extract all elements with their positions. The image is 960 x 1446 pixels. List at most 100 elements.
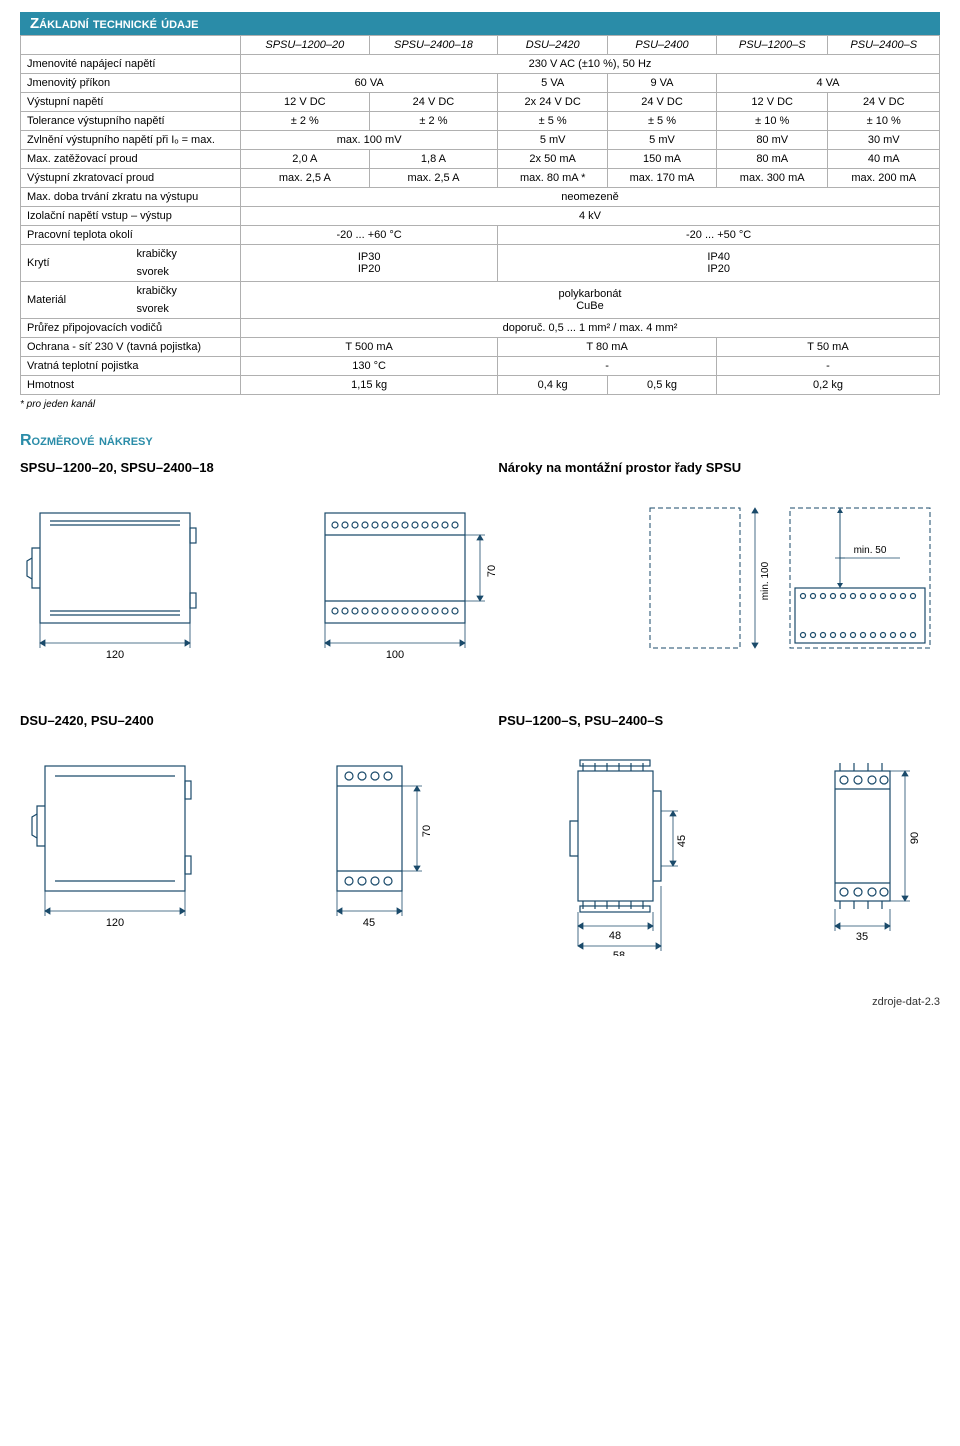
- drawing-row-2-titles: DSU–2420, PSU–2400 PSU–1200–S, PSU–2400–…: [20, 713, 940, 748]
- c1: ± 2 %: [241, 112, 370, 131]
- c1: max. 2,5 A: [241, 169, 370, 188]
- c6: 30 mV: [828, 131, 940, 150]
- row-ripple: Zvlnění výstupního napětí při Iₒ = max. …: [21, 131, 940, 150]
- c4: 24 V DC: [608, 93, 717, 112]
- group1-right-title: Nároky na montážní prostor řady SPSU: [498, 460, 940, 475]
- row-weight: Hmotnost 1,15 kg 0,4 kg 0,5 kg 0,2 kg: [21, 376, 940, 395]
- dim-45b: 45: [676, 835, 688, 847]
- section-dim-title: Rozměrové nákresy: [20, 432, 940, 450]
- row-material: Materiál krabičky svorek polykarbonát Cu…: [21, 282, 940, 319]
- c1: 12 V DC: [241, 93, 370, 112]
- c4: 150 mA: [608, 150, 717, 169]
- ip-label: Krytí: [21, 245, 131, 281]
- c12: 60 VA: [241, 74, 498, 93]
- dsu-front-drawing: 70 45: [317, 756, 447, 936]
- group1-title: SPSU–1200–20, SPSU–2400–18: [20, 460, 462, 475]
- dim-70b: 70: [421, 825, 433, 837]
- mat-b: CuBe: [241, 300, 939, 312]
- row-tolerance: Tolerance výstupního napětí ± 2 % ± 2 % …: [21, 112, 940, 131]
- model-6: PSU–2400–S: [828, 36, 940, 55]
- c3: 5 mV: [498, 131, 608, 150]
- dim-min100: min. 100: [760, 561, 771, 600]
- value: doporuč. 0,5 ... 1 mm² / max. 4 mm²: [241, 319, 940, 338]
- psus-side-drawing: 45 48 58: [553, 756, 703, 956]
- c12: IP30 IP20: [241, 245, 498, 282]
- value: 230 V AC (±10 %), 50 Hz: [241, 55, 940, 74]
- model-2: SPSU–2400–18: [369, 36, 498, 55]
- drawing-row-1-figs: 120: [20, 503, 940, 673]
- row-isolation: Izolační napětí vstup – výstup 4 kV: [21, 207, 940, 226]
- c12: max. 100 mV: [241, 131, 498, 150]
- c4: ± 5 %: [608, 112, 717, 131]
- mat-a: polykarbonát: [241, 288, 939, 300]
- c1: 2,0 A: [241, 150, 370, 169]
- label: Izolační napětí vstup – výstup: [21, 207, 241, 226]
- c3: 0,4 kg: [498, 376, 608, 395]
- c4: 9 VA: [608, 74, 717, 93]
- c3456: IP40 IP20: [498, 245, 940, 282]
- label: Zvlnění výstupního napětí při Iₒ = max.: [21, 131, 241, 150]
- c3456: -20 ... +50 °C: [498, 226, 940, 245]
- row-power: Jmenovitý příkon 60 VA 5 VA 9 VA 4 VA: [21, 74, 940, 93]
- dim-70: 70: [486, 565, 498, 577]
- row-max-load: Max. zatěžovací proud 2,0 A 1,8 A 2x 50 …: [21, 150, 940, 169]
- spec-table: SPSU–1200–20 SPSU–2400–18 DSU–2420 PSU–2…: [20, 35, 940, 395]
- section-tech-data-title: Základní technické údaje: [20, 12, 940, 35]
- c34: T 80 mA: [498, 338, 717, 357]
- row-wire: Průřez připojovacích vodičů doporuč. 0,5…: [21, 319, 940, 338]
- label: Hmotnost: [21, 376, 241, 395]
- c34: -: [498, 357, 717, 376]
- c2: 24 V DC: [369, 93, 498, 112]
- dim-48: 48: [609, 930, 621, 942]
- label: Pracovní teplota okolí: [21, 226, 241, 245]
- dim-120: 120: [106, 649, 124, 661]
- dim-120b: 120: [106, 917, 124, 929]
- row-thermal: Vratná teplotní pojistka 130 °C - -: [21, 357, 940, 376]
- model-1: SPSU–1200–20: [241, 36, 370, 55]
- mat-sub1: krabičky: [131, 282, 241, 300]
- c56: 4 VA: [716, 74, 939, 93]
- c56: -: [716, 357, 939, 376]
- group2-left-title: DSU–2420, PSU–2400: [20, 713, 462, 728]
- footnote: * pro jeden kanál: [20, 399, 940, 410]
- spsu-mounting-drawing: min. 100 min. 50: [640, 503, 940, 673]
- mat-sub2: svorek: [131, 300, 241, 318]
- model-5: PSU–1200–S: [716, 36, 828, 55]
- c12: T 500 mA: [241, 338, 498, 357]
- psus-front-drawing: 90 35: [810, 756, 940, 956]
- c6: 40 mA: [828, 150, 940, 169]
- label: Ochrana - síť 230 V (tavná pojistka): [21, 338, 241, 357]
- label: Vratná teplotní pojistka: [21, 357, 241, 376]
- c12: -20 ... +60 °C: [241, 226, 498, 245]
- value: 4 kV: [241, 207, 940, 226]
- c6: 24 V DC: [828, 93, 940, 112]
- c5: ± 10 %: [716, 112, 828, 131]
- header-empty: [21, 36, 241, 55]
- c5: 80 mV: [716, 131, 828, 150]
- row-short-current: Výstupní zkratovací proud max. 2,5 A max…: [21, 169, 940, 188]
- drawing-row-2-figs: 120 70: [20, 756, 940, 956]
- c3: max. 80 mA *: [498, 169, 608, 188]
- drawing-row-1: SPSU–1200–20, SPSU–2400–18 Nároky na mon…: [20, 460, 940, 495]
- dim-90: 90: [909, 832, 921, 844]
- c56: 0,2 kg: [716, 376, 939, 395]
- label: Max. zatěžovací proud: [21, 150, 241, 169]
- c3: ± 5 %: [498, 112, 608, 131]
- row-ip: Krytí krabičky svorek IP30 IP20 IP40 IP2…: [21, 245, 940, 282]
- label: Max. doba trvání zkratu na výstupu: [21, 188, 241, 207]
- c12: 1,15 kg: [241, 376, 498, 395]
- row-output-voltage: Výstupní napětí 12 V DC 24 V DC 2x 24 V …: [21, 93, 940, 112]
- page-footer: zdroje-dat-2.3: [20, 996, 940, 1008]
- c6: ± 10 %: [828, 112, 940, 131]
- c3: 2x 24 V DC: [498, 93, 608, 112]
- dim-35: 35: [856, 931, 868, 943]
- ip-sub2: svorek: [131, 263, 241, 281]
- c5: 12 V DC: [716, 93, 828, 112]
- model-3: DSU–2420: [498, 36, 608, 55]
- c2: ± 2 %: [369, 112, 498, 131]
- c5: 80 mA: [716, 150, 828, 169]
- c2: 1,8 A: [369, 150, 498, 169]
- dim-45: 45: [363, 917, 375, 929]
- c56: T 50 mA: [716, 338, 939, 357]
- ip40: IP40: [498, 251, 939, 263]
